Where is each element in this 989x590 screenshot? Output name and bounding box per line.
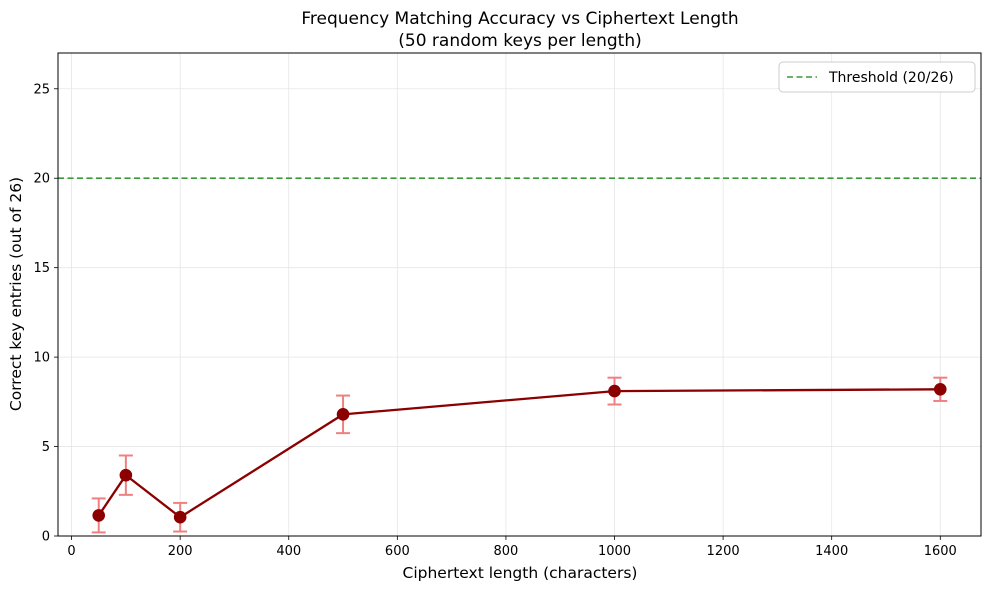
legend-box bbox=[778, 61, 976, 93]
x-tick-label: 1400 bbox=[815, 544, 848, 559]
data-point bbox=[119, 468, 133, 482]
data-point bbox=[933, 383, 947, 396]
data-layer bbox=[91, 376, 948, 534]
x-tick-label: 1200 bbox=[707, 544, 740, 559]
y-tick-label: 20 bbox=[33, 172, 50, 187]
y-tick-label: 25 bbox=[33, 82, 50, 97]
x-tick-label: 1600 bbox=[924, 544, 957, 559]
data-point bbox=[608, 384, 621, 398]
chart-title: Frequency Matching Accuracy vs Ciphertex… bbox=[301, 9, 738, 29]
x-tick-label: 800 bbox=[494, 544, 519, 559]
grid-layer bbox=[58, 53, 981, 537]
x-tick-label: 600 bbox=[385, 544, 410, 559]
x-tick-label: 0 bbox=[67, 544, 75, 559]
plot-frame bbox=[57, 52, 982, 537]
data-point bbox=[173, 510, 187, 524]
x-axis-label: Ciphertext length (characters) bbox=[403, 564, 638, 582]
data-point bbox=[336, 408, 350, 421]
y-tick-label: 10 bbox=[33, 351, 50, 366]
y-tick-label: 15 bbox=[33, 261, 50, 276]
y-axis-label: Correct key entries (out of 26) bbox=[7, 177, 25, 411]
x-tick-label: 200 bbox=[168, 544, 193, 559]
chart-subtitle: (50 random keys per length) bbox=[398, 31, 642, 51]
legend: Threshold (20/26) bbox=[778, 61, 976, 93]
y-tick-label: 5 bbox=[42, 440, 50, 455]
series-line bbox=[97, 388, 941, 519]
data-point bbox=[92, 509, 106, 522]
y-tick-label: 0 bbox=[42, 530, 50, 545]
tick-layer: 0 200 400 600 800 1000 1200 1400 1600 0 5 10 15 20 25 bbox=[33, 82, 956, 559]
x-tick-label: 1000 bbox=[598, 544, 631, 559]
legend-threshold-label: Threshold (20/26) bbox=[828, 70, 954, 86]
x-tick-label: 400 bbox=[276, 544, 301, 559]
